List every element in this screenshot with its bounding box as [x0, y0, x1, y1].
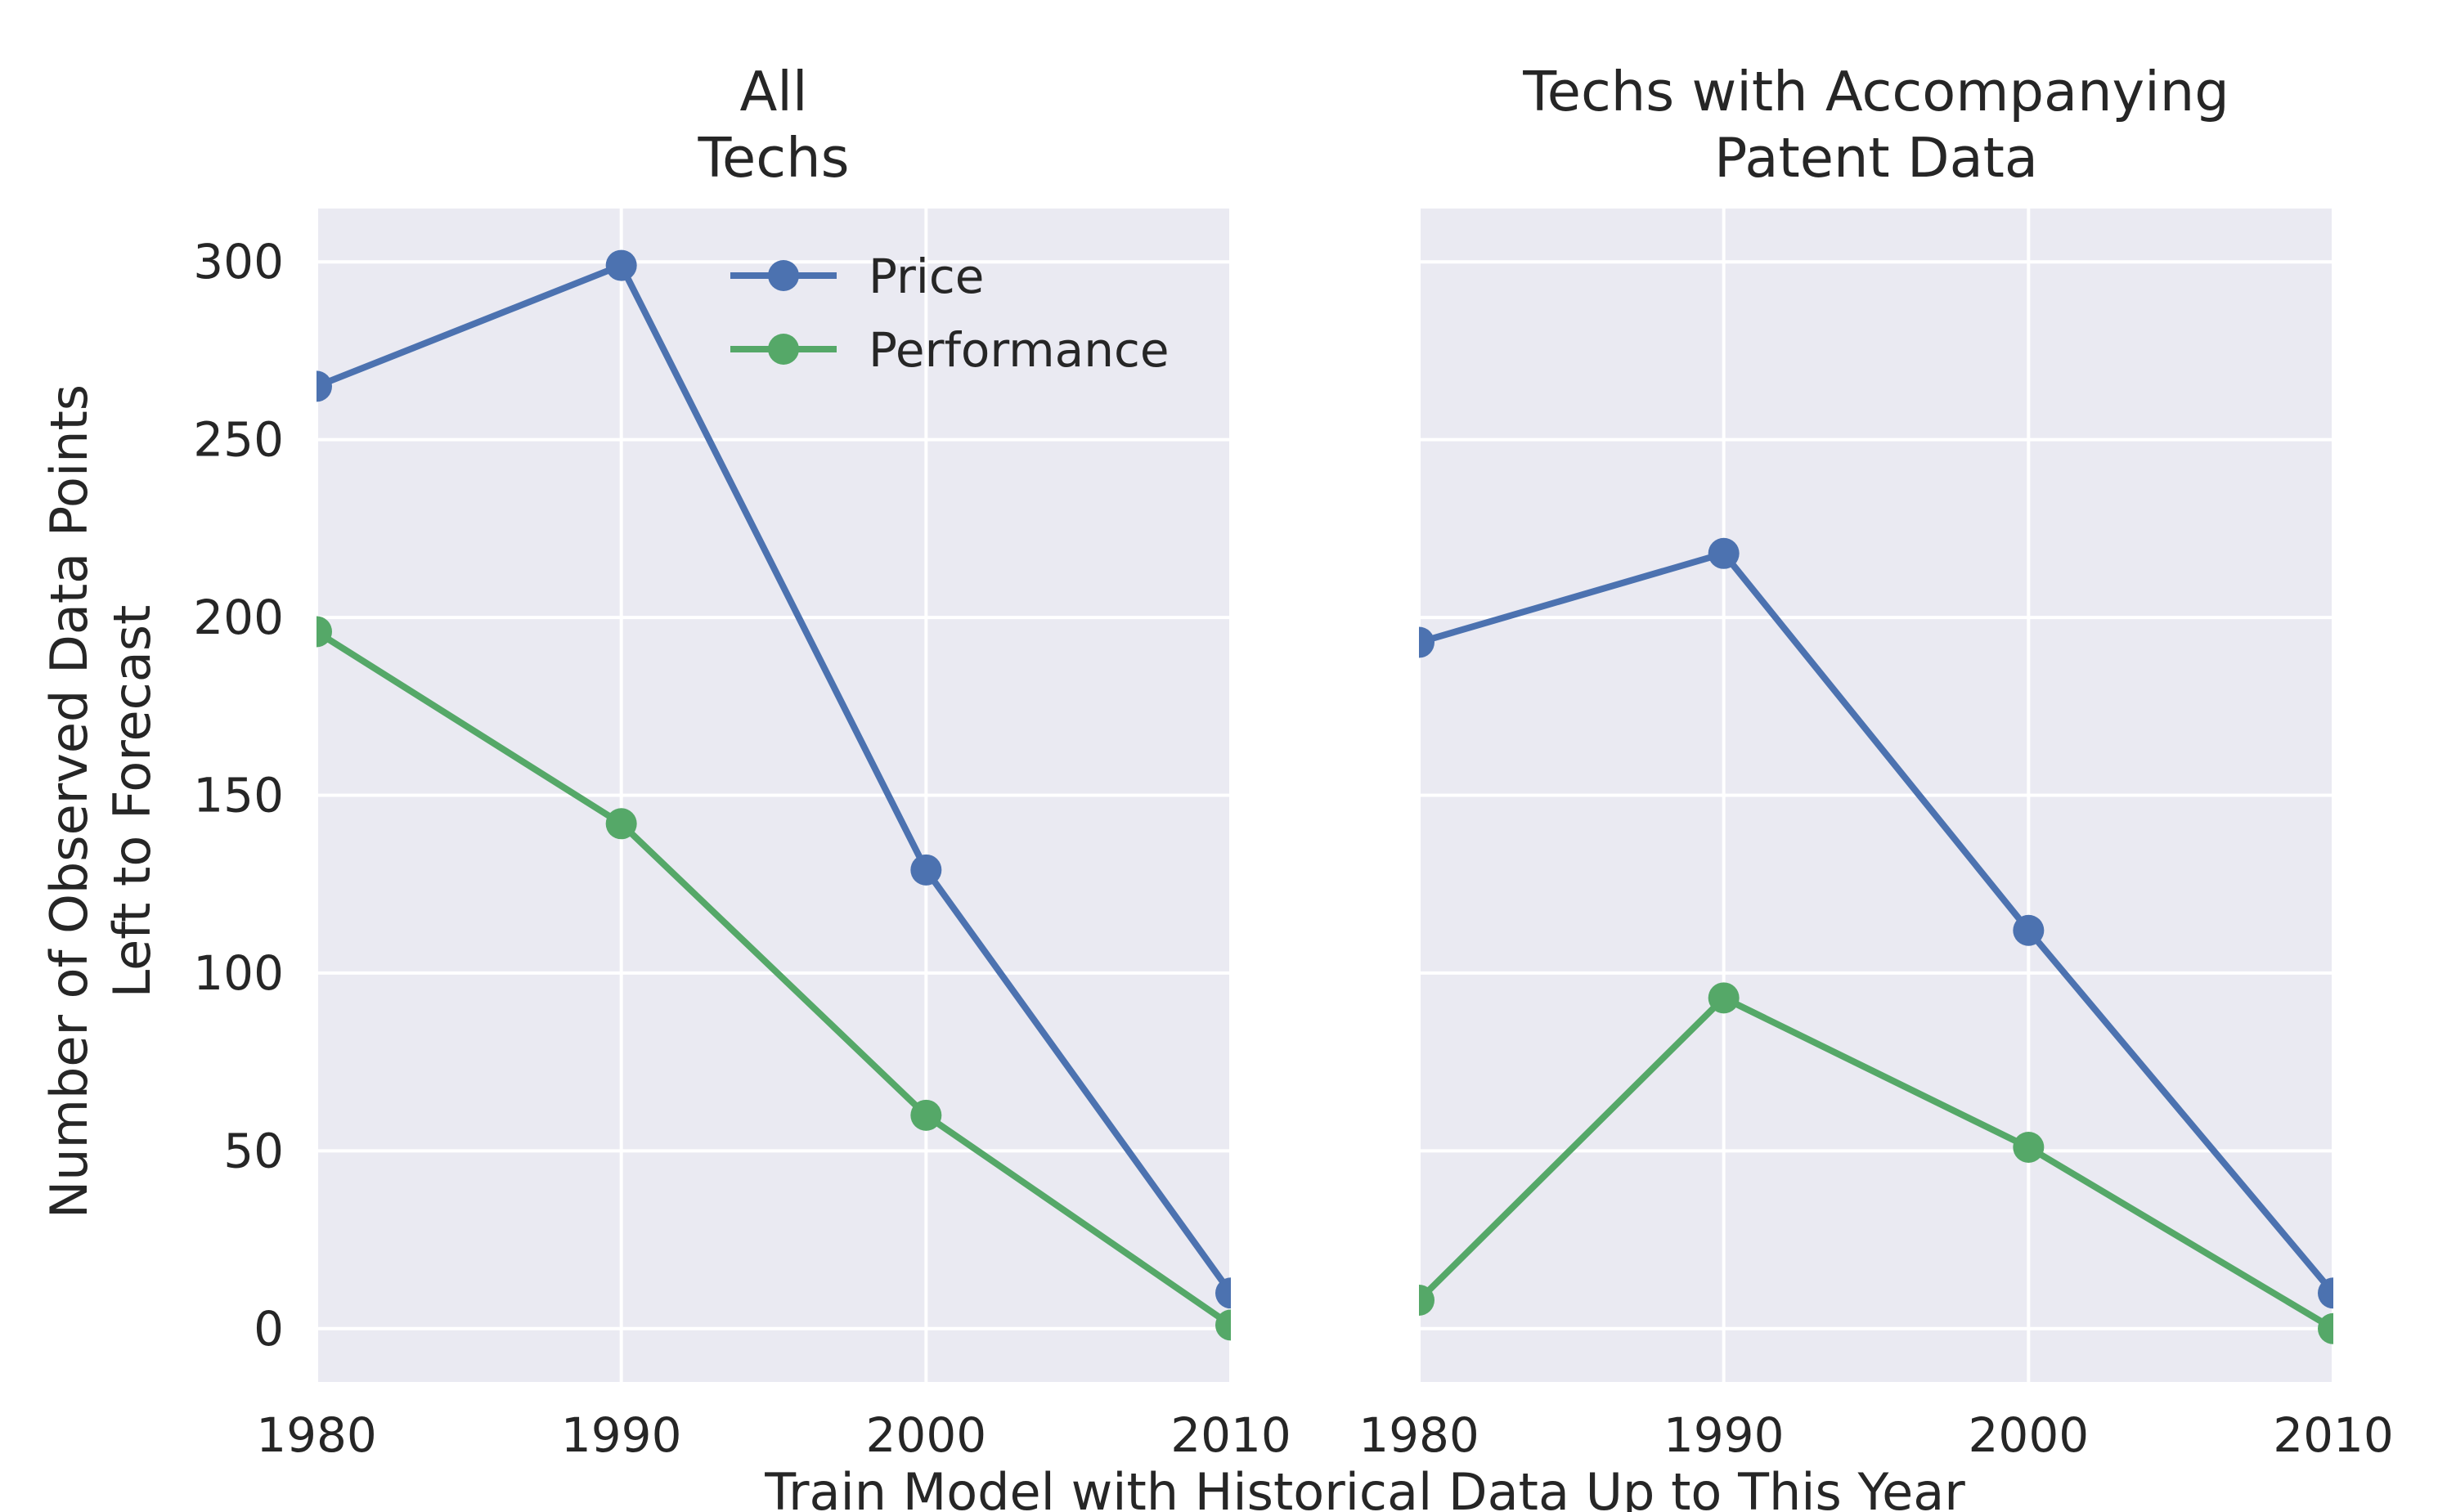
x-tick-label: 1980 [256, 1407, 377, 1463]
data-point-performance [1419, 1284, 1435, 1316]
panel-title-line: All [739, 60, 807, 123]
y-tick-label: 200 [193, 590, 284, 645]
x-tick-label: 2000 [866, 1407, 987, 1463]
x-tick-label: 2010 [2273, 1407, 2394, 1463]
y-tick-label: 50 [223, 1123, 284, 1178]
series-group [317, 249, 1231, 1341]
data-point-price [1215, 1277, 1231, 1309]
data-point-price [605, 249, 637, 281]
x-tick-label: 2000 [1969, 1407, 2090, 1463]
legend-marker-price [768, 260, 799, 291]
panel-techs-with-patent-data: 1980 1990 2000 2010 Techs with AccompanyingP… [1358, 60, 2394, 1463]
legend-label-performance: Performance [869, 322, 1170, 378]
series-line-price [317, 262, 1231, 1297]
data-point-price [910, 854, 942, 886]
series-line-performance [317, 628, 1231, 1329]
legend: Price Performance [730, 249, 1170, 378]
panel-title-line: Techs with Accompanying [1522, 60, 2229, 123]
y-axis-label-line-2: Left to Forecast [102, 605, 162, 998]
y-tick-label: 0 [254, 1301, 284, 1357]
y-tick-label: 150 [193, 768, 284, 823]
legend-label-price: Price [869, 249, 985, 304]
y-tick-label: 100 [193, 945, 284, 1001]
data-point-performance [2013, 1132, 2045, 1163]
panel-title-line: Patent Data [1714, 126, 2038, 190]
y-tick-label: 300 [193, 234, 284, 289]
data-point-performance [1708, 982, 1740, 1014]
panel-all-techs: 0 50 100 150 200 250 300 1980 1990 2000 2010 AllTec… [193, 60, 1291, 1463]
data-point-performance [605, 808, 637, 840]
series-line-price [1419, 550, 2333, 1297]
x-tick-label: 1990 [1664, 1407, 1785, 1463]
data-point-price [1708, 537, 1740, 569]
y-axis-label-line-1: Number of Observed Data Points [39, 384, 99, 1218]
panel-title-line: Techs [698, 126, 850, 190]
data-point-performance [910, 1099, 942, 1131]
series-line-performance [1419, 994, 2333, 1332]
data-point-performance [2318, 1312, 2333, 1344]
data-point-performance [317, 616, 332, 648]
x-axis-label: Train Model with Historical Data Up to T… [764, 1462, 1965, 1512]
data-point-price [1419, 626, 1435, 658]
data-point-price [2318, 1277, 2333, 1309]
data-point-performance [1215, 1309, 1231, 1341]
x-tick-label: 1990 [561, 1407, 682, 1463]
data-point-price [2013, 914, 2045, 946]
x-tick-label: 2010 [1170, 1407, 1291, 1463]
data-point-price [317, 370, 332, 402]
y-tick-label: 250 [193, 412, 284, 468]
legend-marker-performance [768, 334, 799, 365]
x-tick-label: 1980 [1358, 1407, 1479, 1463]
series-group [1419, 537, 2333, 1344]
